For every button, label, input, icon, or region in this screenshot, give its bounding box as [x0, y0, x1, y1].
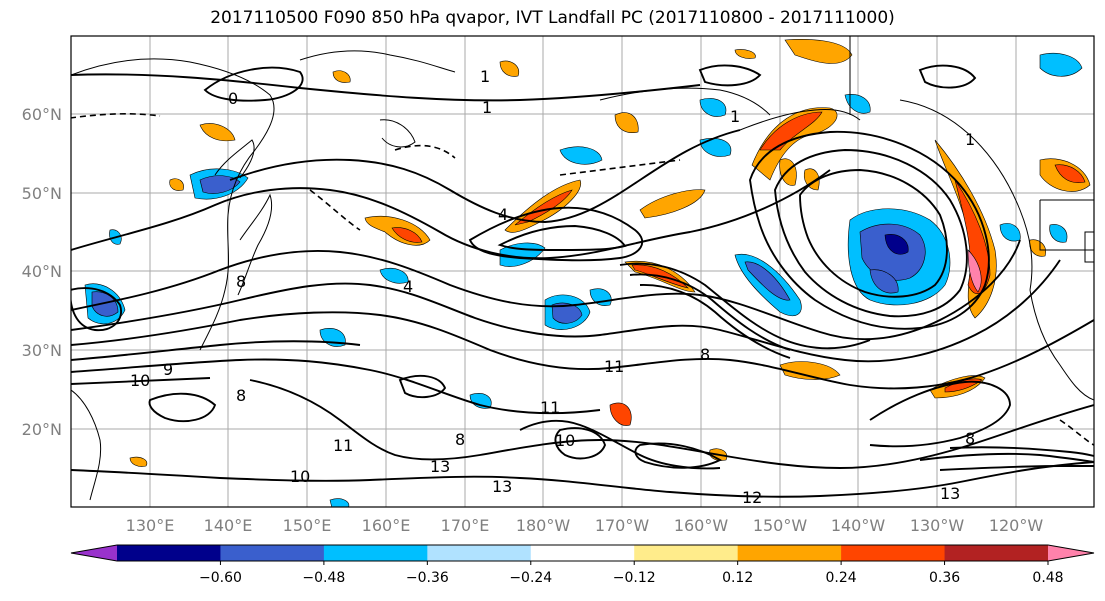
lat-label: 30°N	[22, 341, 62, 360]
contour-label: 8	[965, 429, 975, 448]
colorbar-tick-label: 0.24	[826, 570, 857, 586]
lat-label: 20°N	[22, 420, 62, 439]
contour-label: 9	[163, 360, 173, 379]
lat-label: 60°N	[22, 105, 62, 124]
lon-label: 130°W	[910, 516, 965, 535]
colorbar-segment	[841, 545, 946, 561]
lon-label: 140°E	[204, 516, 253, 535]
longitude-labels: 130°E 140°E 150°E 160°E 170°E 180°W 170°…	[126, 516, 1044, 535]
colorbar-tick-label: −0.48	[302, 570, 345, 586]
colorbar-tick-label: −0.24	[509, 570, 552, 586]
lon-label: 170°W	[595, 516, 650, 535]
map-title: 2017110500 F090 850 hPa qvapor, IVT Land…	[210, 8, 895, 28]
colorbar-segment	[530, 545, 635, 561]
latitude-labels: 60°N 50°N 40°N 30°N 20°N	[22, 105, 62, 439]
lon-label: 130°E	[126, 516, 175, 535]
colorbar-tick-label: −0.60	[199, 570, 242, 586]
contour-label: 10	[130, 371, 150, 390]
colorbar-tick-label: −0.36	[406, 570, 449, 586]
contour-label: 11	[333, 436, 353, 455]
colorbar-ticks: −0.60 −0.48 −0.36 −0.24 −0.12 0.12 0.24 0.36 0.4…	[199, 561, 1064, 586]
lon-label: 160°W	[674, 516, 729, 535]
contour-label: 11	[540, 398, 560, 417]
contour-label: 8	[700, 345, 710, 364]
contour-lines	[71, 64, 1094, 498]
contour-label: 8	[236, 386, 246, 405]
contour-label: 12	[742, 488, 762, 507]
contour-label: 13	[492, 477, 512, 496]
lat-label: 50°N	[22, 184, 62, 203]
colorbar-segment	[427, 545, 532, 561]
contour-label: 0	[228, 89, 238, 108]
dashed-contours	[71, 113, 1094, 446]
colorbar-tick-label: 0.36	[929, 570, 960, 586]
contour-label: 1	[482, 98, 492, 117]
colorbar: −0.60 −0.48 −0.36 −0.24 −0.12 0.12 0.24 0.36 0.4…	[70, 544, 1095, 586]
contour-label: 11	[604, 357, 624, 376]
contour-label: 1	[965, 130, 975, 149]
colorbar-segment	[737, 545, 842, 561]
contour-label: 4	[403, 277, 413, 296]
lon-label: 170°E	[441, 516, 490, 535]
colorbar-segment	[323, 545, 428, 561]
colorbar-segment	[117, 545, 221, 561]
lon-label: 180°W	[516, 516, 571, 535]
lon-label: 150°E	[283, 516, 332, 535]
colorbar-extend-low	[71, 545, 117, 561]
contour-label: 13	[940, 484, 960, 503]
contour-label: 10	[290, 467, 310, 486]
colorbar-segment	[944, 545, 1049, 561]
lon-label: 120°W	[989, 516, 1044, 535]
contour-label: 4	[498, 205, 508, 224]
contour-label: 8	[236, 272, 246, 291]
colorbar-tick-label: −0.12	[613, 570, 656, 586]
colorbar-extend-high	[1048, 545, 1094, 561]
colorbar-segments	[117, 545, 1049, 561]
lon-label: 140°W	[831, 516, 886, 535]
colorbar-outline	[70, 544, 1095, 562]
contour-label: 1	[730, 107, 740, 126]
colorbar-tick-label: 0.12	[722, 570, 753, 586]
contour-label: 8	[455, 430, 465, 449]
colorbar-segment	[220, 545, 325, 561]
lon-label: 150°W	[753, 516, 808, 535]
contour-label: 13	[430, 457, 450, 476]
lat-label: 40°N	[22, 262, 62, 281]
lon-label: 160°E	[362, 516, 411, 535]
map-frame	[70, 35, 1095, 508]
coastlines	[71, 36, 1094, 501]
contour-labels: 1 1 0 4 4 8 10 9 8 8 11 13 10 11 10 13 8…	[130, 67, 975, 507]
colorbar-tick-label: 0.48	[1032, 570, 1063, 586]
contour-label: 10	[555, 431, 575, 450]
contour-label: 1	[480, 67, 490, 86]
negative-anomaly-fills	[84, 52, 1083, 507]
colorbar-segment	[634, 545, 739, 561]
